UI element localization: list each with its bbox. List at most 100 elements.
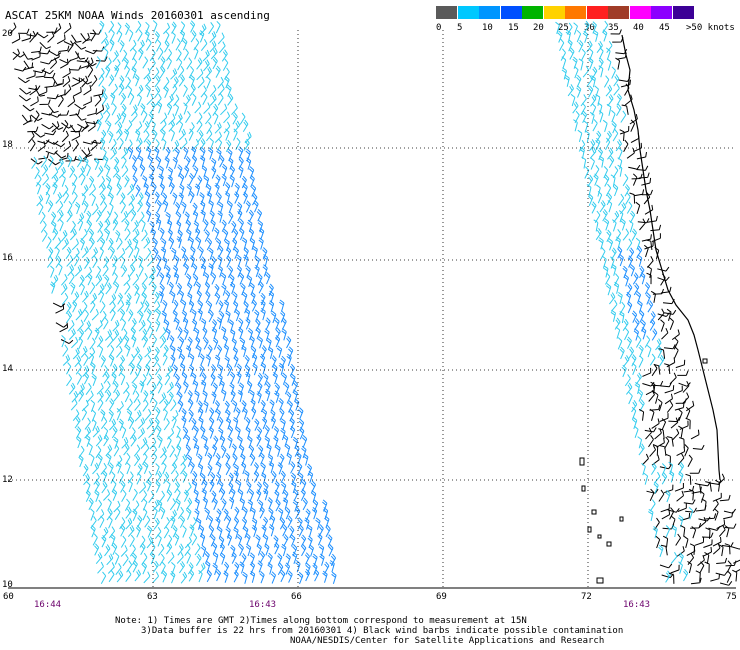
wind-barb (704, 551, 710, 564)
wind-barb (629, 210, 636, 223)
wind-barb (121, 49, 128, 62)
wind-barb (29, 30, 36, 43)
wind-barb (281, 481, 287, 495)
wind-barb (226, 533, 233, 546)
wind-barb (649, 408, 655, 421)
wind-barb (606, 192, 613, 206)
wind-barb (67, 200, 73, 214)
wind-barb (589, 146, 597, 159)
wind-barb (131, 335, 137, 348)
wind-barb (730, 546, 740, 550)
colorbar-label: >50 knots (686, 23, 735, 33)
wind-barb (103, 317, 109, 330)
wind-barb (59, 322, 69, 333)
wind-barb (298, 571, 304, 585)
wind-barb (39, 42, 51, 50)
wind-barb (55, 255, 62, 268)
wind-barb (54, 151, 67, 159)
wind-barb (36, 182, 42, 195)
wind-barb (216, 344, 223, 358)
wind-barb (205, 354, 211, 367)
wind-barb (251, 524, 258, 538)
wind-barb (189, 255, 195, 268)
wind-barb (194, 390, 200, 403)
wind-barb (74, 103, 87, 110)
wind-barb (178, 128, 186, 141)
wind-barb (236, 265, 242, 278)
wind-barb (610, 299, 618, 312)
wind-barb (137, 29, 143, 42)
wind-barb (99, 290, 105, 303)
wind-barb (676, 546, 685, 557)
wind-barb (159, 553, 165, 566)
wind-barb (271, 310, 277, 324)
wind-barb (676, 446, 686, 457)
wind-barb (127, 183, 135, 196)
wind-barb (194, 508, 200, 521)
wind-barb (214, 182, 220, 196)
wind-barb (288, 346, 294, 359)
india-west-coastline (621, 34, 721, 481)
wind-barb (90, 361, 96, 375)
wind-barb (259, 452, 265, 465)
wind-barb (624, 374, 631, 387)
wind-barb (648, 389, 655, 402)
wind-barb (221, 219, 227, 232)
wind-barb (104, 48, 109, 61)
wind-barb (595, 228, 602, 241)
wind-barb (277, 553, 283, 566)
wind-barb (671, 525, 677, 538)
wind-barb (206, 76, 211, 89)
wind-barb (328, 544, 334, 557)
wind-barb (133, 390, 140, 403)
wind-barb (88, 442, 93, 456)
wind-barb (76, 435, 82, 449)
wind-barb (138, 319, 146, 332)
wind-barb (613, 281, 620, 294)
wind-barb (218, 245, 224, 258)
wind-barb (214, 283, 220, 297)
wind-barb (211, 319, 217, 332)
wind-barb (206, 300, 213, 314)
wind-barb (188, 300, 195, 313)
wind-barb (83, 353, 89, 366)
wind-barb (202, 49, 210, 62)
wind-barb (605, 84, 613, 97)
wind-barb (172, 470, 179, 483)
wind-barb (105, 164, 111, 177)
wind-barb (158, 173, 164, 186)
wind-barb (274, 489, 280, 503)
wind-barb (167, 552, 175, 564)
wind-barb (133, 346, 140, 359)
wind-barb (606, 103, 612, 116)
wind-barb (231, 238, 238, 251)
wind-barb (249, 174, 255, 188)
wind-barb (227, 363, 233, 377)
wind-barb (196, 112, 203, 125)
wind-barb (159, 283, 165, 297)
wind-barb (89, 237, 95, 250)
wind-barb (125, 517, 133, 530)
wind-barb (142, 335, 149, 348)
wind-barb (237, 488, 244, 502)
wind-barb (250, 398, 256, 411)
wind-barb (124, 22, 130, 36)
wind-barb (589, 139, 596, 152)
wind-barb (143, 300, 150, 313)
wind-barb (142, 508, 148, 521)
wind-barb (626, 336, 632, 349)
wind-barb (183, 381, 189, 394)
wind-barb (651, 328, 658, 341)
wind-barb (712, 543, 721, 555)
wind-barb (618, 253, 624, 267)
wind-barb (112, 329, 120, 342)
wind-barb (145, 84, 151, 98)
wind-barb (126, 408, 133, 422)
lon-label-63: 63 (147, 592, 158, 602)
wind-barb (112, 263, 117, 276)
wind-barb (282, 497, 289, 510)
wind-barb (111, 103, 117, 116)
wind-barb (203, 59, 210, 72)
wind-barb (203, 444, 209, 457)
